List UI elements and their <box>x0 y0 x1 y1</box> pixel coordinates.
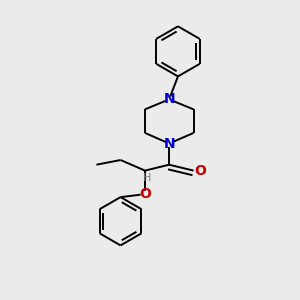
Text: N: N <box>163 136 175 151</box>
Text: O: O <box>194 164 206 178</box>
Text: N: N <box>163 92 175 106</box>
Text: O: O <box>140 187 152 201</box>
Text: H: H <box>143 173 152 183</box>
